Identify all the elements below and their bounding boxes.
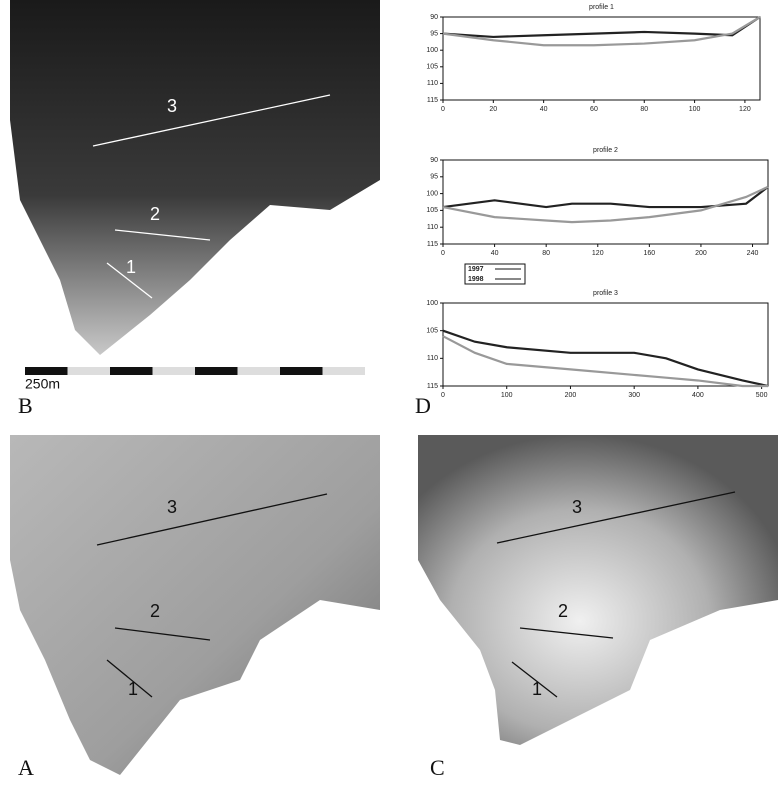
profile-number: 2 (150, 204, 160, 224)
x-tick-label: 20 (489, 106, 497, 113)
plot-frame (442, 159, 769, 245)
scale-bar-segment (67, 367, 110, 375)
x-tick-label: 60 (590, 106, 598, 113)
legend-label: 1998 (468, 276, 484, 283)
profile-number: 2 (558, 601, 568, 621)
profile-line (442, 16, 761, 39)
profile-line (442, 16, 761, 47)
y-tick-label: 105 (426, 64, 438, 71)
x-tick-label: 200 (695, 250, 707, 257)
y-tick-label: 90 (430, 14, 438, 21)
scale-bar-segment (280, 367, 323, 375)
satellite-image (418, 435, 778, 745)
scale-bar-segment (152, 367, 195, 375)
scale-bar-segment (322, 367, 365, 375)
panel-label: B (18, 393, 33, 418)
x-tick-label: 160 (644, 250, 656, 257)
y-tick-label: 100 (426, 47, 438, 54)
y-tick-label: 110 (427, 224, 438, 231)
y-tick-label: 115 (427, 97, 438, 104)
x-tick-label: 400 (692, 392, 704, 399)
panel-label: D (415, 393, 431, 418)
profile-number: 3 (572, 497, 582, 517)
x-tick-label: 0 (441, 392, 445, 399)
x-tick-label: 80 (640, 106, 648, 113)
scale-label: 250m (25, 376, 60, 392)
legend-label: 1997 (468, 266, 484, 273)
y-tick-label: 115 (427, 383, 438, 390)
profile-line (442, 335, 768, 388)
profile-number: 3 (167, 497, 177, 517)
profile-line (442, 186, 769, 209)
x-tick-label: 300 (628, 392, 640, 399)
shaded-relief-image (10, 435, 380, 775)
x-tick-label: 0 (441, 250, 445, 257)
profile-number: 1 (128, 679, 138, 699)
profile-number: 2 (150, 601, 160, 621)
profile-line (519, 627, 614, 639)
y-tick-label: 95 (430, 174, 438, 181)
profile-line (92, 94, 331, 147)
profile-number: 3 (167, 96, 177, 116)
y-tick-label: 110 (427, 80, 438, 87)
y-tick-label: 90 (430, 157, 438, 164)
scale-bar-segment (110, 367, 153, 375)
chart-title: profile 1 (589, 4, 614, 11)
x-tick-label: 0 (441, 106, 445, 113)
scale-bar-segment (237, 367, 280, 375)
x-tick-label: 200 (565, 392, 577, 399)
x-tick-label: 40 (491, 250, 499, 257)
x-tick-label: 100 (501, 392, 513, 399)
profile-line (442, 329, 769, 388)
y-tick-label: 105 (426, 207, 438, 214)
x-tick-label: 80 (542, 250, 550, 257)
profile-number: 1 (532, 679, 542, 699)
profile-line (114, 627, 211, 641)
profile-line (96, 493, 328, 546)
scale-bar-segment (195, 367, 238, 375)
scale-bar-segment (25, 367, 68, 375)
x-tick-label: 100 (689, 106, 701, 113)
plot-frame (442, 16, 761, 101)
chart-title: profile 3 (593, 290, 618, 297)
dem-image (10, 0, 380, 355)
chart-title: profile 2 (593, 147, 618, 154)
profile-line (114, 229, 211, 241)
x-tick-label: 240 (747, 250, 759, 257)
x-tick-label: 120 (739, 106, 751, 113)
y-tick-label: 100 (426, 190, 438, 197)
profile-line (106, 262, 153, 299)
x-tick-label: 500 (756, 392, 768, 399)
profile-line (442, 185, 769, 224)
profile-line (106, 659, 153, 698)
y-tick-label: 105 (426, 328, 438, 335)
profile-line (496, 491, 736, 544)
y-tick-label: 110 (427, 355, 438, 362)
profile-number: 1 (126, 257, 136, 277)
panel-label: A (18, 755, 34, 780)
x-tick-label: 40 (540, 106, 548, 113)
plot-frame (442, 302, 769, 387)
y-tick-label: 115 (427, 241, 438, 248)
y-tick-label: 95 (430, 30, 438, 37)
y-tick-label: 100 (426, 300, 438, 307)
profile-line (511, 661, 558, 698)
x-tick-label: 120 (592, 250, 604, 257)
panel-label: C (430, 755, 445, 780)
